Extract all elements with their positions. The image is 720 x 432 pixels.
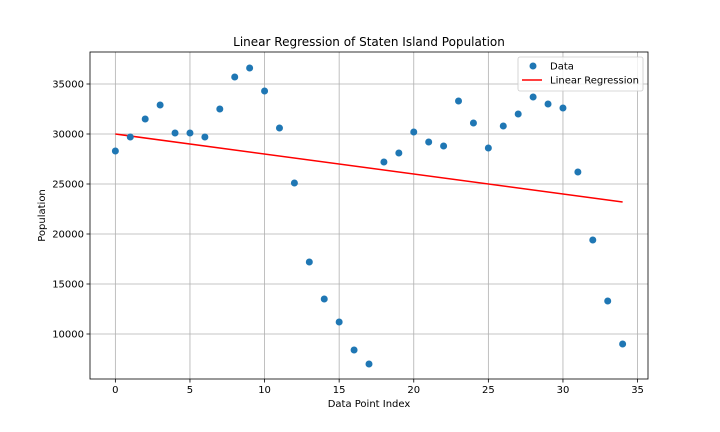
data-point	[261, 87, 269, 95]
data-point	[231, 73, 239, 81]
y-tick-label: 35000	[52, 80, 84, 91]
x-tick-label: 10	[258, 385, 271, 396]
data-point	[111, 147, 119, 155]
legend-data-label: Data	[550, 62, 574, 73]
data-point	[305, 258, 313, 266]
data-point	[171, 129, 179, 137]
legend-regression-label: Linear Regression	[550, 76, 639, 87]
data-point	[320, 295, 328, 303]
data-point	[290, 179, 298, 187]
y-tick-label: 30000	[52, 130, 84, 141]
data-point	[246, 64, 254, 72]
data-point	[619, 340, 627, 348]
x-tick-label: 0	[112, 385, 118, 396]
data-point	[350, 346, 358, 354]
data-point	[201, 133, 209, 141]
x-axis-label: Data Point Index	[328, 399, 411, 410]
data-point	[395, 149, 403, 157]
data-point	[469, 119, 477, 127]
y-tick-label: 20000	[52, 230, 84, 241]
x-tick-label: 25	[482, 385, 495, 396]
data-point	[126, 133, 134, 141]
data-point	[216, 105, 224, 113]
x-tick-label: 15	[333, 385, 346, 396]
data-point	[410, 128, 418, 136]
y-axis-label: Population	[37, 189, 48, 242]
data-point	[380, 158, 388, 166]
data-point	[141, 115, 149, 123]
grid-lines	[90, 52, 648, 379]
legend-data-marker	[529, 62, 537, 70]
y-tick-label: 10000	[52, 330, 84, 341]
data-point	[455, 97, 463, 105]
data-points-layer	[111, 64, 627, 368]
data-point	[529, 93, 537, 101]
x-tick-label: 35	[631, 385, 644, 396]
data-point	[499, 122, 507, 130]
data-point	[604, 297, 612, 305]
legend: Data Linear Regression	[517, 56, 644, 92]
data-point	[425, 138, 433, 146]
chart-title: Linear Regression of Staten Island Popul…	[233, 35, 505, 49]
x-tick-label: 5	[187, 385, 193, 396]
data-point	[514, 110, 522, 118]
data-point	[275, 124, 283, 132]
y-tick-label: 25000	[52, 180, 84, 191]
data-point	[440, 142, 448, 150]
axis-ticks: 0 5 10 15 20 25 30 35 10000 15000 20000 25000 30000 3…	[52, 80, 644, 397]
x-tick-label: 20	[407, 385, 420, 396]
data-point	[365, 360, 373, 368]
x-tick-label: 30	[557, 385, 570, 396]
data-point	[186, 129, 194, 137]
legend-box	[517, 56, 644, 92]
data-point	[484, 144, 492, 152]
y-tick-label: 15000	[52, 280, 84, 291]
data-point	[544, 100, 552, 108]
plot-frame	[89, 51, 649, 380]
data-point	[559, 104, 567, 112]
regression-line	[115, 133, 623, 203]
data-point	[335, 318, 343, 326]
data-point	[156, 101, 164, 109]
data-point	[574, 168, 582, 176]
data-point	[589, 236, 597, 244]
regression-line-layer	[115, 133, 623, 203]
